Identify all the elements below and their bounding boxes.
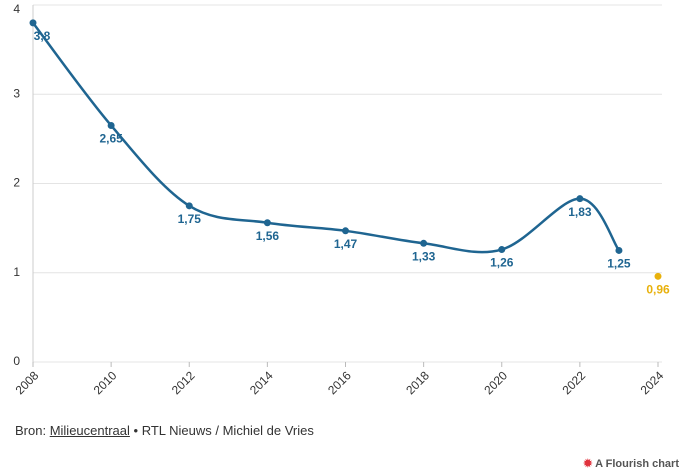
y-tick-label: 3 xyxy=(13,86,20,100)
data-label: 1,25 xyxy=(607,257,631,271)
credit-text: A Flourish chart xyxy=(595,458,679,470)
data-label: 3,8 xyxy=(34,29,51,43)
point xyxy=(576,195,584,203)
data-label: 1,33 xyxy=(412,249,436,263)
point xyxy=(29,19,37,27)
data-label: 1,47 xyxy=(334,237,358,251)
point xyxy=(615,246,623,254)
point xyxy=(420,239,428,247)
source-prefix: Bron: xyxy=(15,423,47,438)
x-tick-label: 2018 xyxy=(403,368,432,397)
x-tick-label: 2010 xyxy=(91,368,120,397)
data-label: 0,96 xyxy=(646,282,670,296)
point xyxy=(263,219,271,227)
x-tick-label: 2016 xyxy=(325,368,354,397)
x-tick-label: 2014 xyxy=(247,368,276,397)
data-label: 1,56 xyxy=(256,229,280,243)
line xyxy=(32,22,620,254)
y-tick-label: 1 xyxy=(13,265,20,279)
y-tick-label: 0 xyxy=(13,354,20,368)
data-label: 1,75 xyxy=(178,212,202,226)
x-tick-label: 2008 xyxy=(13,368,42,397)
flourish-icon: ✹ xyxy=(583,458,593,470)
point xyxy=(498,246,506,254)
y-tick-label: 2 xyxy=(13,176,20,190)
y-tick-label: 4 xyxy=(13,2,20,16)
source-link[interactable]: Milieucentraal xyxy=(49,423,130,438)
data-label: 1,26 xyxy=(490,256,514,270)
point xyxy=(185,202,193,210)
x-tick-label: 2022 xyxy=(559,368,588,397)
flourish-credit[interactable]: ✹ A Flourish chart xyxy=(583,457,679,470)
x-tick-label: 2024 xyxy=(638,368,667,397)
point xyxy=(654,272,662,280)
source-rest: • RTL Nieuws / Michiel de Vries xyxy=(133,423,314,438)
source: Bron: Milieucentraal • RTL Nieuws / Mich… xyxy=(15,423,314,438)
data-label: 1,83 xyxy=(568,205,592,219)
point xyxy=(107,121,115,129)
point xyxy=(342,227,349,235)
x-tick-label: 2020 xyxy=(481,368,510,397)
chart: 0 1 2 3 4 2008 2010 2012 2014 2016 2018 2020 2022 202… xyxy=(13,2,670,397)
data-label: 2,65 xyxy=(99,132,123,146)
x-tick-label: 2012 xyxy=(169,368,198,397)
